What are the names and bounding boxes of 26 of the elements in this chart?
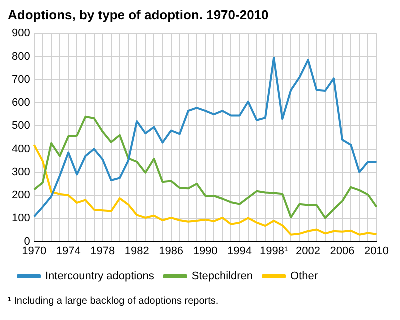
y-tick-label: 800 bbox=[12, 50, 30, 63]
x-tick-label: 1994 bbox=[228, 245, 252, 258]
chart-title: Adoptions, by type of adoption. 1970-2010 bbox=[8, 7, 269, 22]
x-tick-label: 1998¹ bbox=[260, 245, 288, 258]
y-tick-label: 200 bbox=[12, 190, 30, 202]
text: ¹ Including a large backlog of adoptions reports. bbox=[8, 296, 220, 307]
x-tick-label: 1986 bbox=[159, 245, 184, 258]
x-tick-label: 1978 bbox=[90, 245, 116, 258]
x-tick-label: 1982 bbox=[124, 245, 150, 258]
x-tick-label: 1970 bbox=[22, 245, 47, 258]
y-tick-label: 100 bbox=[12, 212, 30, 225]
y-tick-label: 600 bbox=[12, 97, 30, 110]
legend-label: Intercountry adoptions bbox=[46, 270, 155, 283]
legend-label: Other bbox=[290, 270, 318, 283]
y-tick-label: 0 bbox=[24, 236, 30, 248]
x-tick-label: 2006 bbox=[330, 245, 355, 258]
x-tick-label: 2010 bbox=[364, 245, 390, 258]
x-tick-label: 1990 bbox=[193, 245, 218, 258]
y-tick-label: 400 bbox=[12, 143, 30, 156]
y-tick-label: 300 bbox=[12, 166, 30, 178]
x-tick-label: 1974 bbox=[56, 245, 81, 258]
legend-label: Stepchildren bbox=[192, 270, 253, 283]
y-tick-label: 900 bbox=[12, 28, 30, 40]
y-tick-label: 500 bbox=[12, 120, 30, 132]
y-tick-label: 700 bbox=[12, 74, 30, 86]
x-tick-label: 2002 bbox=[296, 245, 321, 258]
